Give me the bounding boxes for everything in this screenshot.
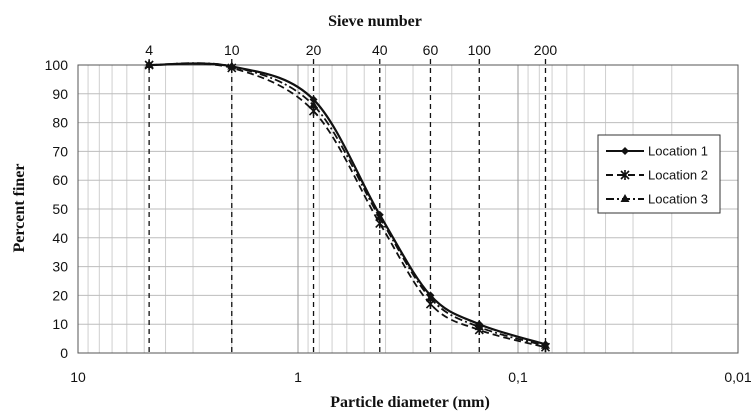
sieve-label: 4 [145,42,153,58]
data-point [309,95,318,104]
series-3 [144,60,550,349]
y-axis-ticks: 0 10 20 30 40 50 60 70 80 90 100 [45,57,69,361]
data-point [474,322,484,331]
legend: Location 1 Location 2 Location 3 [597,134,721,214]
data-point [620,170,630,180]
sieve-reference-lines [148,59,547,353]
data-point [144,60,154,68]
sieve-label: 10 [224,42,240,58]
legend-label: Location 1 [648,144,708,159]
data-point [540,340,550,349]
legend-label: Location 2 [648,168,708,183]
sieve-label: 100 [468,42,492,58]
sieve-label: 200 [534,42,558,58]
data-point [309,100,319,109]
data-point [621,147,629,155]
chart-title: Sieve number [328,13,422,30]
y-tick-label: 100 [45,57,69,73]
sieve-number-ticks: 4 10 20 40 60 100 200 [145,42,557,58]
x-tick-label: 10 [70,369,86,385]
x-tick-label: 0,01 [724,369,751,385]
plot-frame [77,64,739,354]
y-tick-label: 70 [52,143,68,159]
x-tick-label: 0,1 [508,369,528,385]
x-axis-label: Particle diameter (mm) [330,394,490,411]
y-tick-label: 40 [52,230,68,246]
series-layer [144,60,551,353]
series-line [149,62,546,347]
legend-label: Location 3 [648,192,708,207]
legend-item: Location 3 [606,192,708,207]
series-1 [145,61,550,349]
y-tick-label: 0 [60,345,68,361]
y-tick-label: 50 [52,201,68,217]
sieve-label: 20 [306,42,322,58]
legend-item: Location 1 [606,144,708,159]
sieve-label: 60 [423,42,439,58]
y-tick-label: 90 [52,86,68,102]
data-point [375,212,385,221]
y-axis-label: Percent finer [11,164,28,253]
y-tick-label: 80 [52,115,68,131]
data-point [620,194,630,202]
y-tick-label: 10 [52,316,68,332]
x-tick-label: 1 [294,369,302,385]
series-line [149,62,546,346]
y-tick-label: 30 [52,259,68,275]
series-2 [144,60,551,353]
sieve-label: 40 [372,42,388,58]
y-tick-label: 20 [52,287,68,303]
legend-item: Location 2 [606,168,708,183]
y-tick-label: 60 [52,172,68,188]
x-axis-ticks: 10 1 0,1 0,01 [70,369,752,385]
data-point [425,293,435,302]
data-point [227,61,237,70]
series-line [149,62,546,349]
